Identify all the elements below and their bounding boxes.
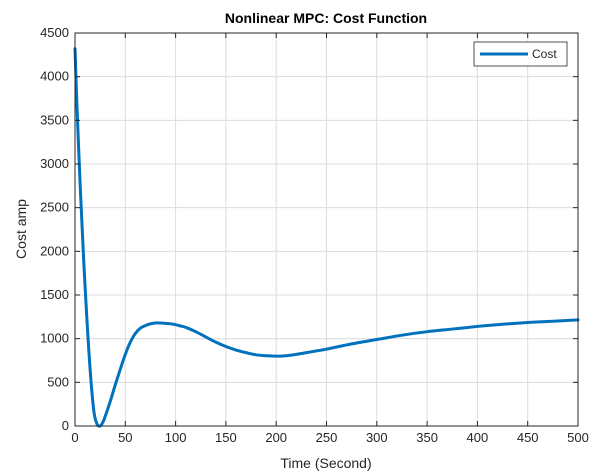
x-tick-label: 250 [316, 430, 338, 445]
y-tick-label: 2000 [40, 243, 69, 258]
x-tick-label: 0 [71, 430, 78, 445]
x-tick-label: 500 [567, 430, 589, 445]
x-tick-label: 100 [165, 430, 187, 445]
tick-layer: 0 50 100 150 200 250 300 350 400 450 500 0 500 1000 15… [40, 25, 589, 445]
x-axis-label: Time (Second) [280, 455, 371, 471]
x-tick-label: 300 [366, 430, 388, 445]
y-tick-label: 4000 [40, 69, 69, 84]
y-axis-label: Cost amp [13, 199, 29, 259]
y-tick-label: 500 [47, 374, 69, 389]
y-tick-label: 1000 [40, 331, 69, 346]
legend: Cost [473, 41, 568, 67]
y-tick-label: 0 [62, 418, 69, 433]
y-tick-label: 3000 [40, 156, 69, 171]
x-tick-label: 450 [517, 430, 539, 445]
y-tick-label: 2500 [40, 200, 69, 215]
y-tick-label: 1500 [40, 287, 69, 302]
x-tick-label: 50 [118, 430, 132, 445]
legend-label-cost: Cost [532, 47, 557, 61]
y-tick-label: 4500 [40, 25, 69, 40]
grid-lines [75, 33, 578, 426]
x-tick-label: 400 [467, 430, 489, 445]
chart-title: Nonlinear MPC: Cost Function [225, 10, 427, 26]
y-tick-label: 3500 [40, 112, 69, 127]
x-tick-label: 350 [416, 430, 438, 445]
x-tick-label: 200 [265, 430, 287, 445]
x-tick-label: 150 [215, 430, 237, 445]
